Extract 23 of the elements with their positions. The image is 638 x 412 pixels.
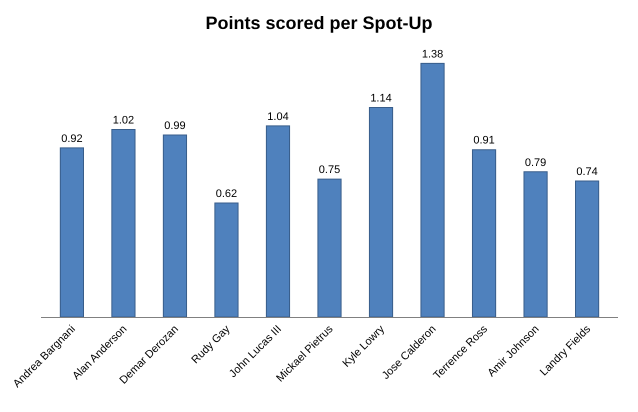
bar: [60, 147, 84, 317]
bar: [523, 171, 548, 317]
data-label: 0.79: [524, 156, 546, 169]
data-label: 0.62: [216, 188, 238, 200]
bar: [111, 129, 136, 317]
data-label: 0.91: [473, 134, 495, 147]
data-label: 1.04: [267, 110, 289, 123]
data-label: 1.14: [370, 92, 392, 104]
bar: [162, 134, 188, 317]
data-label: 0.75: [318, 164, 340, 176]
chart-title: Points scored per Spot-Up: [205, 13, 433, 34]
bar: [317, 178, 342, 317]
bar: [368, 106, 394, 317]
data-label: 1.38: [422, 48, 444, 60]
bar: [214, 202, 239, 317]
bar: [420, 62, 445, 317]
bar: [266, 125, 290, 317]
data-label: 1.02: [112, 114, 134, 127]
data-label: 0.99: [164, 120, 186, 132]
data-label: 0.92: [61, 132, 83, 145]
bar: [575, 180, 600, 317]
data-label: 0.74: [576, 166, 598, 178]
bar: [472, 149, 496, 317]
